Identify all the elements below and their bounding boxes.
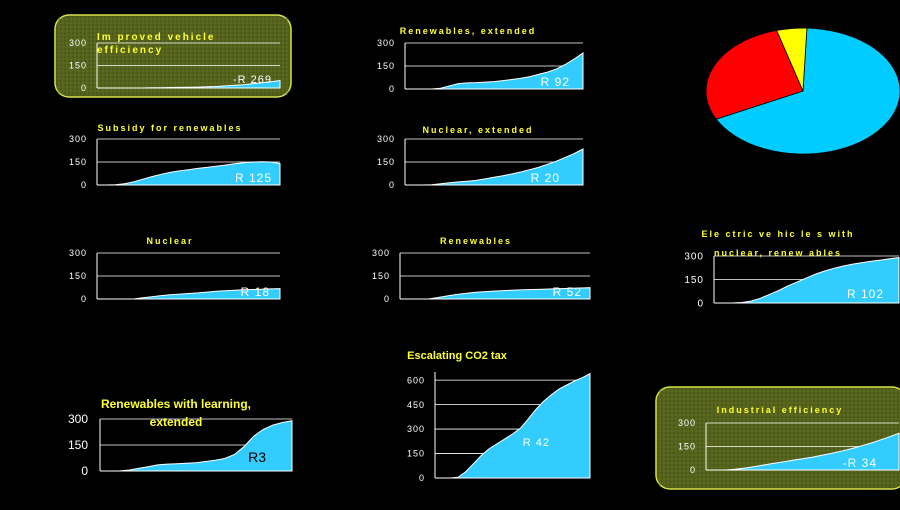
area-series	[97, 161, 281, 186]
y-tick-label: 0	[81, 294, 87, 304]
result-label: R 125	[235, 171, 272, 185]
area-series	[405, 52, 584, 90]
chart-panel-5: 0 150 300 Renewables R 52	[372, 236, 591, 304]
y-tick-label: 450	[407, 400, 425, 410]
chart-panel-6: 0 150 300 Ele ctric ve hic le s with nuclear…	[684, 229, 900, 310]
result-label: R 20	[531, 171, 560, 185]
result-label: R3	[248, 449, 266, 465]
chart-title: Escalating CO2 tax	[407, 350, 508, 362]
pie-slice-0	[715, 27, 900, 155]
y-tick-label: 300	[407, 424, 425, 434]
y-tick-label: 150	[68, 438, 88, 452]
y-tick-label: 150	[678, 442, 696, 452]
chart-title: Industrial efficiency	[717, 405, 844, 415]
y-tick-label: 0	[389, 180, 395, 190]
chart-panel-1: 0 150 300 Renewables, extended R 92	[377, 26, 584, 94]
y-tick-label: 300	[69, 248, 87, 258]
chart-title: Renewables	[440, 236, 512, 246]
chart-title: Im proved vehicle	[97, 32, 215, 43]
chart-panel-2: 0 150 300 Subsidy for renewables R 125	[69, 123, 281, 190]
y-tick-label: 300	[377, 38, 395, 48]
chart-title: nuclear, renew ables	[714, 248, 842, 258]
y-tick-label: 150	[69, 61, 87, 71]
area-series	[714, 257, 900, 304]
chart-panel-7: 0 150 300 450 600 Escalating CO2 tax R 42	[407, 350, 591, 483]
y-tick-label: 150	[372, 271, 390, 281]
y-tick-label: 150	[69, 157, 87, 167]
y-tick-label: 300	[372, 248, 390, 258]
highlight-panel	[54, 14, 292, 98]
y-tick-label: 150	[377, 157, 395, 167]
pie-slice-2	[776, 27, 808, 92]
result-label: R 42	[523, 437, 550, 449]
y-tick-label: 150	[684, 275, 704, 286]
y-tick-label: 600	[407, 375, 425, 385]
y-tick-label: 0	[81, 83, 87, 93]
chart-title: extended	[150, 415, 203, 429]
result-label: -R 34	[843, 456, 877, 470]
area-series	[400, 287, 591, 300]
result-label: R 102	[847, 287, 884, 301]
y-tick-label: 300	[69, 134, 87, 144]
y-tick-label: 0	[419, 473, 425, 483]
chart-title: Ele ctric ve hic le s with	[701, 229, 854, 239]
y-tick-label: 300	[69, 38, 87, 48]
result-label: R 18	[241, 285, 270, 299]
y-tick-label: 0	[384, 294, 390, 304]
chart-title: Renewables, extended	[400, 26, 537, 36]
result-label: -R 269	[233, 74, 272, 86]
y-tick-label: 150	[69, 271, 87, 281]
chart-title: Nuclear, extended	[422, 125, 533, 135]
y-tick-label: 150	[407, 449, 425, 459]
y-tick-label: 300	[678, 418, 696, 428]
result-label: R 52	[553, 285, 582, 299]
pie-slice-1	[705, 29, 804, 120]
chart-panel-3: 0 150 300 Nuclear, extended R 20	[377, 125, 584, 190]
chart-panel-4: 0 150 300 Nuclear R 18	[69, 236, 281, 304]
chart-panel-8: 0 150 300 Renewables with learning, extended…	[68, 397, 293, 478]
y-tick-label: 0	[697, 299, 704, 310]
y-tick-label: 300	[377, 134, 395, 144]
y-tick-label: 300	[684, 252, 704, 263]
pie-chart	[705, 27, 900, 155]
chart-title: Renewables with learning,	[101, 397, 251, 411]
y-tick-label: 300	[68, 412, 88, 426]
y-tick-label: 150	[377, 61, 395, 71]
chart-title: Nuclear	[146, 236, 193, 246]
chart-panel-0: 0 150 300 Im proved vehicle efficiency -R 269	[54, 14, 292, 98]
result-label: R 92	[541, 75, 570, 89]
area-series	[405, 148, 584, 186]
area-series	[435, 372, 591, 479]
y-tick-label: 0	[389, 84, 395, 94]
charts-layer: 0 150 300 Im proved vehicle efficiency -R 269…	[54, 14, 900, 490]
chart-title: efficiency	[97, 45, 163, 56]
area-series	[706, 432, 900, 471]
y-tick-label: 0	[81, 464, 88, 478]
chart-panel-9: 0 150 300 Industrial efficiency -R 34	[655, 386, 900, 490]
y-tick-label: 0	[81, 180, 87, 190]
y-tick-label: 0	[690, 465, 696, 475]
chart-title: Subsidy for renewables	[97, 123, 242, 133]
area-series	[100, 420, 293, 472]
